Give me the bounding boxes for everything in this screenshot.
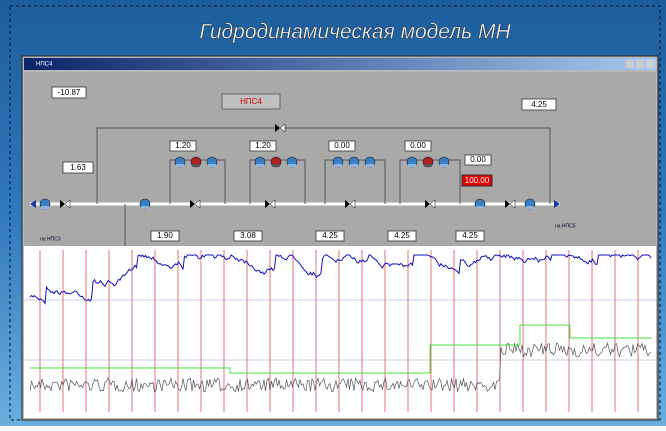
window-title: НПС4: [36, 62, 53, 68]
station-name: НПС4: [240, 97, 262, 106]
bypass-flow: 1.63: [70, 163, 86, 172]
slide: Гидродинамическая модель МН НПС4 -10.87 …: [0, 0, 666, 426]
section-value: 4.25: [394, 231, 410, 240]
pump-group-value: 0.00: [470, 155, 486, 164]
slide-title: Гидродинамическая модель МН: [199, 21, 511, 44]
section-value: 4.25: [322, 231, 338, 240]
section-value: 3.08: [240, 231, 256, 240]
to-label: на НПС5: [555, 223, 576, 229]
valve-opening: 100.00: [465, 176, 490, 185]
section-value: 4.25: [462, 231, 478, 240]
pump-group-value: 1.20: [255, 141, 271, 150]
pump-group-value: 1.20: [175, 141, 191, 150]
trend-chart: [24, 246, 656, 418]
pump-group-value: 0.00: [410, 141, 426, 150]
section-value: 1.90: [157, 231, 173, 240]
window-buttons[interactable]: [626, 60, 654, 68]
pump-group-value: 0.00: [334, 141, 350, 150]
title-bar: [24, 58, 656, 70]
inlet-pressure: -10.87: [58, 88, 81, 97]
outlet-pressure: 4.25: [531, 100, 547, 109]
page: Гидродинамическая модель МН НПС4 -10.87 …: [0, 0, 666, 426]
from-label: на НПС3: [40, 236, 61, 242]
